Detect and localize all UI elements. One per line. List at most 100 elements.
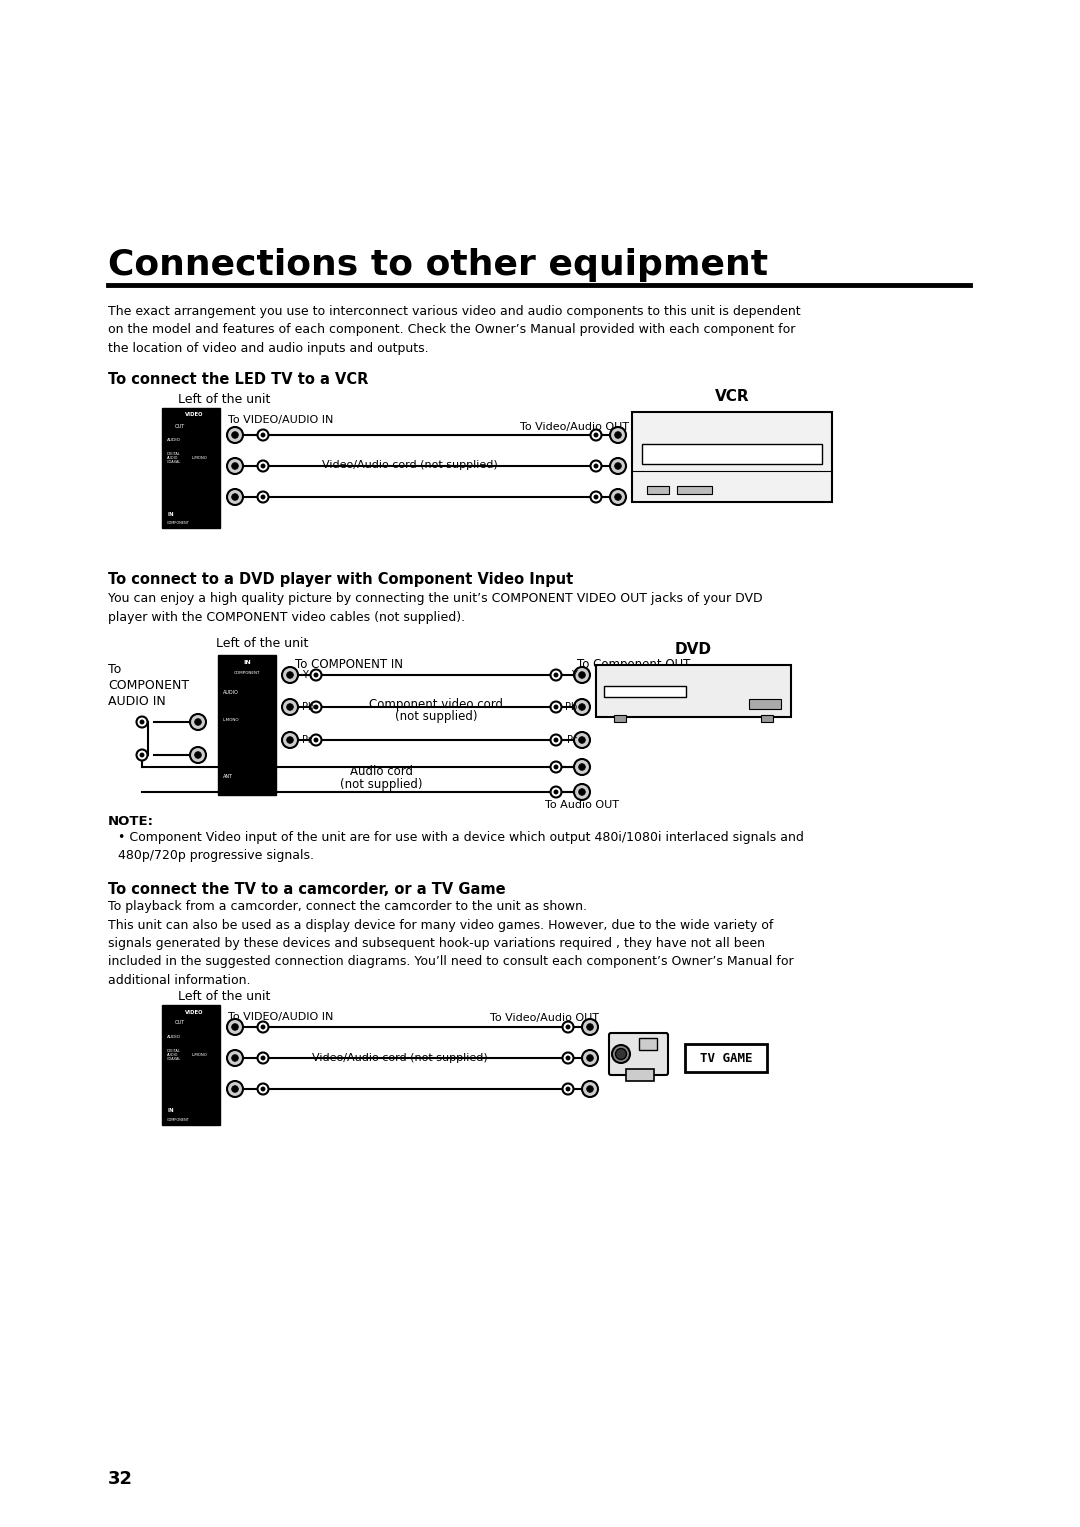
Text: DIGITAL
AUDIO
COAXAL: DIGITAL AUDIO COAXAL: [167, 452, 181, 464]
Text: Y: Y: [571, 670, 577, 680]
Circle shape: [314, 673, 319, 676]
Circle shape: [257, 1022, 269, 1032]
Circle shape: [257, 461, 269, 472]
Circle shape: [594, 495, 598, 499]
Circle shape: [282, 699, 298, 715]
Text: To
COMPONENT
AUDIO IN: To COMPONENT AUDIO IN: [108, 663, 189, 709]
Text: VIDEO: VIDEO: [185, 1009, 203, 1014]
Circle shape: [261, 1025, 265, 1029]
Circle shape: [261, 434, 265, 437]
Text: VIDEO: VIDEO: [185, 412, 203, 417]
Circle shape: [140, 719, 144, 724]
Text: DVD: DVD: [675, 641, 712, 657]
Text: 32: 32: [108, 1471, 133, 1487]
Circle shape: [573, 783, 590, 800]
Bar: [604, 686, 686, 698]
Bar: [647, 486, 669, 495]
Circle shape: [573, 731, 590, 748]
Circle shape: [615, 463, 621, 469]
Circle shape: [573, 699, 590, 715]
Bar: [642, 444, 822, 464]
Text: ANT: ANT: [222, 774, 233, 779]
Circle shape: [586, 1055, 593, 1061]
Circle shape: [231, 1023, 239, 1031]
Text: AUDIO: AUDIO: [167, 438, 181, 441]
Circle shape: [563, 1052, 573, 1063]
Circle shape: [554, 765, 558, 770]
Text: Left of the unit: Left of the unit: [216, 637, 308, 651]
Circle shape: [563, 1022, 573, 1032]
Circle shape: [573, 667, 590, 683]
Circle shape: [231, 1086, 239, 1092]
Text: IN: IN: [167, 512, 174, 516]
Text: To Video/Audio OUT: To Video/Audio OUT: [519, 421, 629, 432]
Circle shape: [612, 1044, 630, 1063]
Text: Pb: Pb: [565, 702, 577, 712]
Circle shape: [573, 759, 590, 776]
Text: You can enjoy a high quality picture by connecting the unit’s COMPONENT VIDEO OU: You can enjoy a high quality picture by …: [108, 592, 762, 623]
Circle shape: [311, 734, 322, 745]
Text: Video/Audio cord (not supplied): Video/Audio cord (not supplied): [322, 460, 498, 470]
Bar: [615, 715, 626, 722]
Circle shape: [261, 1087, 265, 1092]
Text: TV GAME: TV GAME: [700, 1052, 753, 1064]
Circle shape: [314, 738, 319, 742]
Circle shape: [615, 493, 621, 501]
Circle shape: [194, 719, 201, 725]
Text: To VIDEO/AUDIO IN: To VIDEO/AUDIO IN: [228, 1012, 334, 1022]
Circle shape: [610, 458, 626, 473]
Circle shape: [594, 464, 598, 469]
Circle shape: [579, 764, 585, 770]
Bar: [632, 412, 832, 502]
Text: Pb: Pb: [302, 702, 314, 712]
Circle shape: [140, 753, 144, 757]
Circle shape: [311, 701, 322, 713]
Circle shape: [554, 789, 558, 794]
Circle shape: [551, 669, 562, 681]
Circle shape: [257, 492, 269, 502]
Text: IN: IN: [167, 1109, 174, 1113]
Text: • Component Video input of the unit are for use with a device which output 480i/: • Component Video input of the unit are …: [118, 831, 804, 863]
Circle shape: [227, 1081, 243, 1096]
Bar: [750, 699, 781, 709]
Text: OUT: OUT: [174, 423, 185, 429]
Bar: [761, 715, 773, 722]
Circle shape: [610, 489, 626, 505]
Circle shape: [231, 432, 239, 438]
Text: COMPONENT: COMPONENT: [167, 1118, 190, 1122]
Bar: [685, 1044, 767, 1072]
Text: To connect the LED TV to a VCR: To connect the LED TV to a VCR: [108, 373, 368, 386]
Text: Left of the unit: Left of the unit: [178, 392, 270, 406]
Circle shape: [551, 786, 562, 797]
Text: To VIDEO/AUDIO IN: To VIDEO/AUDIO IN: [228, 415, 334, 425]
Circle shape: [194, 751, 201, 759]
Circle shape: [314, 705, 319, 709]
Text: Component video cord: Component video cord: [369, 698, 503, 712]
Circle shape: [257, 1052, 269, 1063]
Circle shape: [582, 1081, 598, 1096]
Circle shape: [563, 1084, 573, 1095]
Circle shape: [286, 704, 294, 710]
Circle shape: [231, 493, 239, 501]
Circle shape: [227, 489, 243, 505]
Text: The exact arrangement you use to interconnect various video and audio components: The exact arrangement you use to interco…: [108, 305, 800, 354]
Bar: [596, 664, 791, 718]
Circle shape: [579, 704, 585, 710]
Circle shape: [227, 458, 243, 473]
Circle shape: [615, 432, 621, 438]
Circle shape: [579, 672, 585, 678]
Text: (not supplied): (not supplied): [395, 710, 477, 722]
Circle shape: [591, 429, 602, 440]
Circle shape: [551, 762, 562, 773]
Bar: [677, 486, 712, 495]
Text: Audio cord: Audio cord: [350, 765, 413, 777]
Circle shape: [227, 1019, 243, 1035]
Circle shape: [586, 1086, 593, 1092]
Text: Pr: Pr: [302, 734, 312, 745]
Circle shape: [311, 669, 322, 681]
Circle shape: [136, 716, 148, 727]
Bar: [162, 408, 220, 528]
Text: Video/Audio cord (not supplied): Video/Audio cord (not supplied): [312, 1054, 488, 1063]
Text: To connect the TV to a camcorder, or a TV Game: To connect the TV to a camcorder, or a T…: [108, 883, 505, 896]
Bar: [639, 1038, 657, 1051]
